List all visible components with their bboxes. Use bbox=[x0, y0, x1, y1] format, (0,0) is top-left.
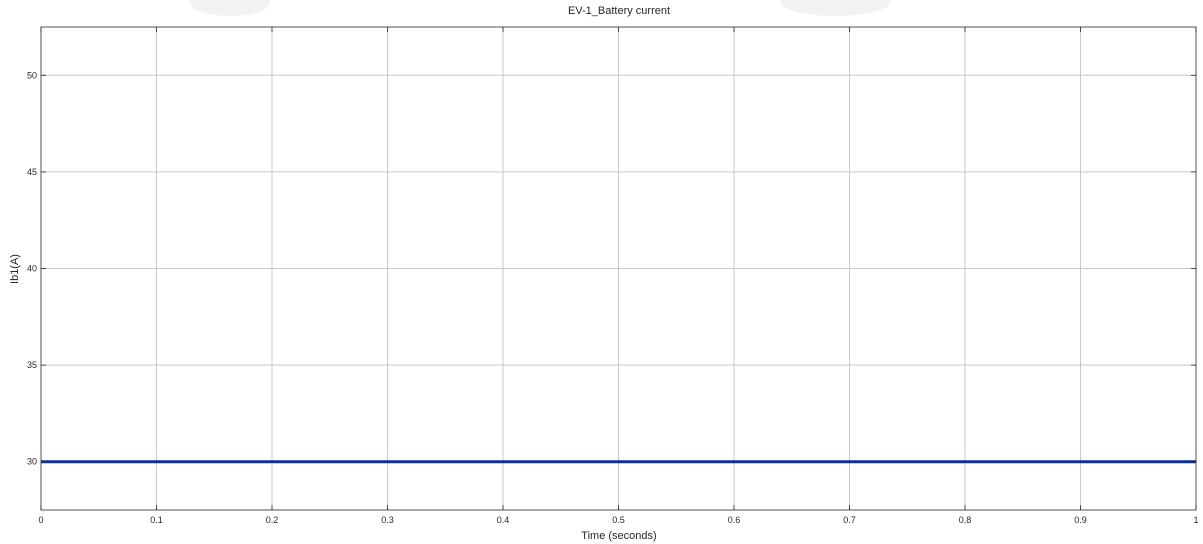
y-tick-label: 40 bbox=[27, 264, 37, 274]
x-tick-label: 0.7 bbox=[843, 515, 856, 525]
x-tick-label: 0.8 bbox=[959, 515, 972, 525]
x-tick-label: 0.1 bbox=[150, 515, 163, 525]
y-ticks: 30 35 40 45 50 bbox=[27, 70, 1196, 467]
y-tick-label: 30 bbox=[27, 457, 37, 467]
x-tick-label: 0.2 bbox=[266, 515, 279, 525]
x-tick-label: 0.3 bbox=[381, 515, 394, 525]
chart-title: EV-1_Battery current bbox=[568, 5, 670, 17]
x-axis-label: Time (seconds) bbox=[581, 530, 656, 542]
y-tick-label: 50 bbox=[27, 70, 37, 80]
x-tick-label: 0.9 bbox=[1074, 515, 1087, 525]
x-tick-label: 0.4 bbox=[497, 515, 510, 525]
y-axis-label: Ib1(A) bbox=[9, 254, 21, 284]
x-tick-label: 0.6 bbox=[728, 515, 741, 525]
watermark-graphic bbox=[190, 0, 890, 16]
y-tick-label: 35 bbox=[27, 360, 37, 370]
x-ticks: 0 0.1 0.2 0.3 0.4 0.5 0.6 0.7 0.8 0.9 1 bbox=[38, 27, 1199, 525]
x-tick-label: 0.5 bbox=[612, 515, 625, 525]
y-tick-label: 45 bbox=[27, 167, 37, 177]
x-tick-label: 1 bbox=[1193, 515, 1198, 525]
x-tick-label: 0 bbox=[38, 515, 43, 525]
